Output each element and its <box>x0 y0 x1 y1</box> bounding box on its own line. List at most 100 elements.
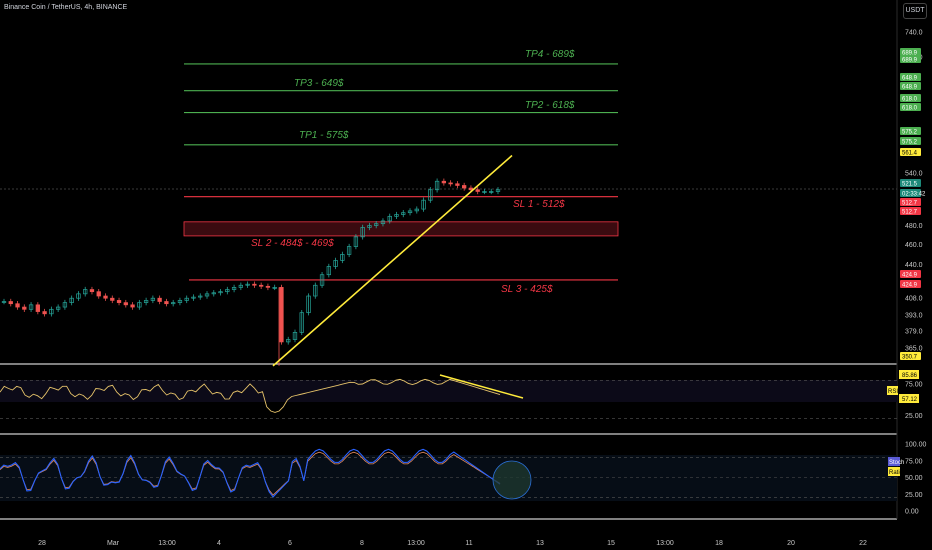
candle-body <box>231 287 237 290</box>
candle-body <box>380 220 386 225</box>
candle-body <box>319 274 325 286</box>
sl-zone-rect <box>183 221 619 237</box>
candle-body <box>489 191 494 193</box>
candle-body <box>143 300 149 303</box>
candle-body <box>387 215 392 222</box>
price-tag-bg <box>900 55 921 63</box>
candle-body <box>1 301 7 303</box>
candle-body <box>22 306 27 310</box>
candle-body <box>468 187 474 191</box>
price-tag: 561.4 <box>902 151 918 157</box>
rsi-badge-name: RSI <box>888 389 898 395</box>
candle-body <box>15 303 20 308</box>
candle-body <box>164 301 169 305</box>
price-tag-bg <box>900 270 921 278</box>
panel-frames <box>0 0 898 520</box>
candle-body <box>96 291 101 297</box>
candle-body <box>110 297 115 301</box>
candle-body <box>462 185 467 189</box>
candle-body <box>292 332 298 340</box>
candle-body <box>353 236 359 247</box>
y-tick-label: 393.0 <box>905 312 923 319</box>
price-tag-bg <box>900 82 921 90</box>
rsi-badge-name-bg <box>887 386 898 395</box>
x-tick-label: 13:00 <box>158 540 176 547</box>
price-tag: 575.2 <box>902 130 918 136</box>
candle-body <box>83 289 88 295</box>
x-tick-label: 6 <box>288 540 292 547</box>
stoch-tick-label: 50.00 <box>905 475 923 482</box>
candle-body <box>421 199 426 210</box>
y-tick-label: 440.0 <box>905 262 923 269</box>
candle-body <box>89 289 95 293</box>
price-tag: 689.9 <box>902 58 918 64</box>
stoch-badge-name: Stoch <box>889 460 904 466</box>
candle-body <box>225 289 230 293</box>
x-tick-label: 8 <box>360 540 364 547</box>
stoch-tick-label: 0.00 <box>905 509 919 516</box>
candle-body <box>448 182 453 185</box>
candle-body <box>218 291 223 294</box>
y-tick-label: 408.0 <box>905 296 923 303</box>
candle-body <box>171 302 176 305</box>
price-tag-bg <box>900 73 921 81</box>
x-tick-label: 13 <box>536 540 544 547</box>
candle-body <box>407 210 413 214</box>
candle-body <box>35 304 40 312</box>
x-tick-label: 18 <box>715 540 723 547</box>
rsi-tick-label: 25.00 <box>905 413 923 420</box>
price-tag: 648.9 <box>902 76 918 82</box>
y-tick-label: 540.0 <box>905 170 923 177</box>
y-tick-label: 740.0 <box>905 30 923 37</box>
price-tag-bg <box>900 137 921 145</box>
rsi-band-fill <box>0 380 897 402</box>
candle-body <box>130 304 135 308</box>
candle-body <box>49 308 54 315</box>
candle-body <box>428 189 433 201</box>
price-tag: 521.5 <box>902 182 918 188</box>
price-tag: 424.9 <box>902 283 918 289</box>
candle-body <box>245 283 250 286</box>
price-tag: 575.2 <box>902 140 918 146</box>
candle-body <box>198 295 203 298</box>
level-label: TP1 - 575$ <box>299 130 349 141</box>
price-tag: 648.9 <box>902 85 918 91</box>
level-label: TP3 - 649$ <box>294 78 344 89</box>
candle-body <box>441 180 447 184</box>
candle-body <box>177 300 183 303</box>
price-tag: 618.0 <box>902 106 918 112</box>
price-tag-bg <box>900 189 921 197</box>
level-label: TP2 - 618$ <box>525 100 575 111</box>
x-tick-label: 28 <box>38 540 46 547</box>
x-tick-label: 22 <box>859 540 867 547</box>
candle-body <box>252 283 257 286</box>
candle-body <box>55 306 61 310</box>
candle-body <box>76 293 81 299</box>
price-tag: 02:33:42 <box>902 192 926 198</box>
stoch-tick-label: 25.00 <box>905 492 923 499</box>
candle-body <box>374 223 379 226</box>
x-tick-label: 11 <box>465 540 472 547</box>
price-tag-bg <box>900 148 921 156</box>
candle-body <box>157 297 162 302</box>
candle-body <box>42 311 47 315</box>
candle-body <box>394 214 399 217</box>
candle-body <box>299 312 304 333</box>
candle-body <box>434 180 440 191</box>
price-tag: 618.0 <box>902 97 918 103</box>
rsi-badge-high: 85.86 <box>902 373 918 379</box>
tp-sl-levels: TP4 - 689$ TP3 - 649$ TP2 - 618$ TP1 - 575$… <box>183 49 619 295</box>
candle-body <box>211 292 216 295</box>
level-label: SL 2 - 484$ - 469$ <box>251 238 334 249</box>
level-label: TP4 - 689$ <box>525 49 575 60</box>
x-tick-label: Mar <box>107 540 120 547</box>
y-tick-label: 480.0 <box>905 223 923 230</box>
candle-body <box>367 225 372 228</box>
price-tag-bg <box>900 94 921 102</box>
currency-button[interactable]: USDT <box>903 3 927 19</box>
stoch-k-line <box>0 448 501 498</box>
candle-body <box>150 297 156 301</box>
x-tick-label: 13:00 <box>656 540 674 547</box>
